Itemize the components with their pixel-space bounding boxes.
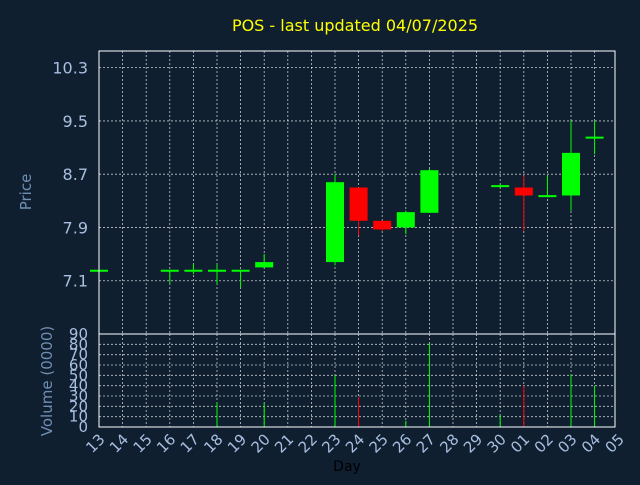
day-tick-label: 24 <box>342 430 368 456</box>
day-tick-label: 27 <box>413 430 439 456</box>
volume-panel-frame <box>98 333 616 428</box>
day-tick-labels: 1314151617181920212223242526272829300102… <box>82 430 627 456</box>
candle-18 <box>208 264 226 285</box>
day-tick-label: 20 <box>248 430 274 456</box>
price-axis-label: Price <box>17 174 35 211</box>
day-tick-label: 03 <box>554 430 580 456</box>
price-tick-label: 7.1 <box>63 272 88 291</box>
day-tick-label: 25 <box>366 430 392 456</box>
candle-body <box>373 220 392 230</box>
candle-body <box>420 170 439 213</box>
day-tick-label: 17 <box>177 430 203 456</box>
volume-gridlines <box>99 334 615 427</box>
candle-body <box>349 187 368 221</box>
candle-body <box>396 212 415 228</box>
day-tick-label: 28 <box>436 430 462 456</box>
candle-27 <box>420 168 439 213</box>
day-tick-label: 22 <box>295 430 321 456</box>
candle-body <box>562 152 580 196</box>
day-tick-label: 21 <box>271 430 297 456</box>
day-tick-label: 15 <box>130 430 156 456</box>
candle-20 <box>255 254 274 268</box>
candle-16 <box>160 269 179 285</box>
price-tick-label: 10.3 <box>52 59 88 78</box>
candle-17 <box>184 264 203 275</box>
day-tick-label: 04 <box>578 430 604 456</box>
volume-tick-label: 10 <box>69 408 88 426</box>
candle-body <box>255 262 274 268</box>
price-tick-labels: 7.1 7.9 8.7 9.5 10.3 <box>52 59 88 291</box>
candle-23 <box>326 174 344 266</box>
day-tick-label: 30 <box>484 430 510 456</box>
day-tick-label: 05 <box>602 430 628 456</box>
day-tick-label: 26 <box>389 430 415 456</box>
candle-26 <box>396 210 415 235</box>
candle-01 <box>514 175 533 231</box>
volume-tick-label: 60 <box>69 356 88 374</box>
day-tick-label: 02 <box>531 430 557 456</box>
volume-tick-label: 30 <box>69 387 88 405</box>
day-tick-label: 19 <box>224 430 250 456</box>
volume-axis-label: Volume (0000) <box>38 326 56 436</box>
day-tick-label: 18 <box>200 430 226 456</box>
price-tick-label: 8.7 <box>63 165 88 184</box>
candle-body <box>326 182 344 263</box>
volume-tick-label: 0 <box>78 418 88 436</box>
price-tick-label: 7.9 <box>63 218 88 237</box>
day-tick-label: 23 <box>318 430 344 456</box>
candle-body <box>514 187 533 196</box>
volume-tick-label: 70 <box>69 346 88 364</box>
day-axis-label: Day <box>333 459 361 475</box>
candle-30 <box>491 184 510 188</box>
volume-tick-label: 80 <box>69 335 88 353</box>
chart-title: POS - last updated 04/07/2025 <box>232 16 478 35</box>
volume-tick-label: 50 <box>69 366 88 384</box>
candle-02 <box>538 175 557 198</box>
volume-tick-label: 40 <box>69 377 88 395</box>
candle-25 <box>373 220 392 231</box>
candle-04 <box>585 120 604 155</box>
volume-bars <box>216 343 596 427</box>
volume-tick-label: 90 <box>69 325 88 343</box>
price-tick-label: 9.5 <box>63 112 88 131</box>
day-tick-label: 16 <box>153 430 179 456</box>
volume-tick-label: 20 <box>69 397 88 415</box>
candle-19 <box>231 269 250 288</box>
day-tick-label: 14 <box>106 430 132 456</box>
day-tick-label: 29 <box>460 430 486 456</box>
candle-03 <box>562 120 580 211</box>
price-candles <box>90 120 604 288</box>
candle-24 <box>349 187 368 236</box>
day-tick-label: 01 <box>507 430 533 456</box>
